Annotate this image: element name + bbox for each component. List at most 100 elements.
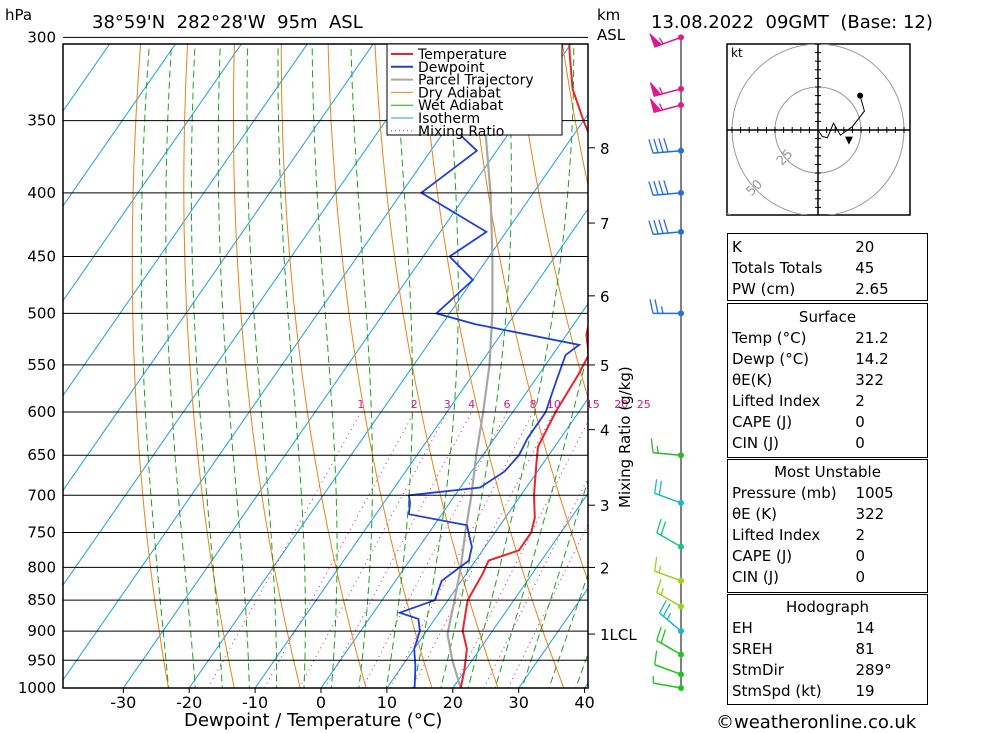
km-tick-label: 8 xyxy=(600,140,610,158)
km-tick-label: 5 xyxy=(600,357,610,375)
wind-barb-half-feather xyxy=(658,37,664,45)
surface-key: CAPE (J) xyxy=(732,412,793,431)
wet-adiabat-line xyxy=(190,44,223,688)
x-axis-label: Dewpoint / Temperature (°C) xyxy=(184,710,443,731)
wind-barb-staff xyxy=(654,492,682,504)
legend-label: Temperature xyxy=(417,47,507,63)
isotherm-line xyxy=(0,0,8,714)
wind-barb-dot xyxy=(678,671,684,678)
wind-barb-dot xyxy=(678,189,684,196)
wind-barb-dot xyxy=(678,603,684,610)
wind-barb-staff xyxy=(654,570,682,582)
mu-value: 0 xyxy=(855,567,866,586)
mu-key: Pressure (mb) xyxy=(732,483,837,502)
isotherm-line xyxy=(63,44,111,112)
surface-value: 21.2 xyxy=(855,328,889,347)
x-tick-label: -20 xyxy=(176,693,202,712)
hodograph-unit-label: kt xyxy=(731,46,743,60)
legend-label: Dry Adiabat xyxy=(418,85,501,101)
surface-key: CIN (J) xyxy=(732,433,780,452)
wind-barb-feather xyxy=(662,603,671,617)
hodo-key: EH xyxy=(732,618,753,637)
mixing-ratio-line xyxy=(389,411,534,688)
axis-labels: 3003504004505005506006507007508008509009… xyxy=(18,28,651,712)
surface-key: Lifted Index xyxy=(732,391,821,410)
hodo-row: EH 14 xyxy=(728,617,927,638)
wind-barb-dot xyxy=(678,577,684,584)
km-tick-label: 7 xyxy=(600,215,610,233)
plot-frame xyxy=(62,36,589,693)
dry-adiabat-line xyxy=(982,37,1000,688)
surface-row: CIN (J) 0 xyxy=(728,432,927,453)
wind-barb-feather xyxy=(656,626,662,641)
wet-adiabat-line xyxy=(217,44,250,688)
mu-row: CAPE (J) 0 xyxy=(728,545,927,566)
wind-barb-feather xyxy=(663,137,669,153)
index-value: 2.65 xyxy=(855,279,889,298)
mu-row: Pressure (mb) 1005 xyxy=(728,482,927,503)
mu-row: Lifted Index 2 xyxy=(728,524,927,545)
hodo-key: SREH xyxy=(732,639,773,658)
surface-value: 322 xyxy=(855,370,884,389)
km-tick-label: 1LCL xyxy=(600,626,637,644)
wind-barb-dot xyxy=(678,651,684,658)
index-key: Totals Totals xyxy=(732,258,823,277)
surface-row: Lifted Index 2 xyxy=(728,390,927,411)
pressure-tick-label: 550 xyxy=(27,356,56,374)
wind-barb-feather xyxy=(653,180,659,196)
wind-barb-half-feather xyxy=(656,446,659,454)
wind-barb-feather xyxy=(658,600,667,614)
surface-key: Dewp (°C) xyxy=(732,349,810,368)
wind-barb-feather xyxy=(654,556,658,572)
index-row: PW (cm) 2.65 xyxy=(728,278,927,299)
pressure-tick-label: 300 xyxy=(27,28,56,46)
pressure-tick-label: 450 xyxy=(27,247,56,265)
wind-barb-feather xyxy=(656,518,662,533)
hodograph-trace xyxy=(817,95,865,139)
hodo-row: StmDir 289° xyxy=(728,659,927,680)
wet-adiabat-line xyxy=(440,44,512,688)
surface-title: Surface xyxy=(798,307,857,326)
legend-label: Dewpoint xyxy=(418,60,485,76)
x-tick-label: 0 xyxy=(316,693,326,712)
isotherm-line xyxy=(63,44,374,492)
wind-barb-feather xyxy=(660,629,667,644)
surface-value: 14.2 xyxy=(855,349,889,368)
wind-barb-staff xyxy=(653,452,682,456)
wind-barb-dot xyxy=(678,628,684,635)
indices-table: K 20 Totals Totals 45 PW (cm) 2.65 xyxy=(728,236,927,299)
x-tick-label: 40 xyxy=(574,693,594,712)
legend-label: Wet Adiabat xyxy=(418,98,504,114)
wind-barb-feather xyxy=(654,299,659,314)
isotherm-line xyxy=(320,302,588,688)
wind-barb-staff xyxy=(653,682,682,689)
index-key: PW (cm) xyxy=(732,279,796,298)
wind-barb-half-feather xyxy=(660,306,664,314)
hodo-value: 14 xyxy=(855,618,875,637)
wind-barb-feather xyxy=(648,139,654,154)
km-tick-label: 6 xyxy=(600,288,610,306)
wet-adiabat-line xyxy=(385,44,413,688)
wind-barb-feather xyxy=(663,180,669,195)
pressure-tick-label: 400 xyxy=(27,184,56,202)
index-value: 20 xyxy=(855,237,875,256)
most-unstable-table: Most Unstable Pressure (mb) 1005 θE (K) 32… xyxy=(728,461,927,587)
mixing-ratio-line xyxy=(207,411,362,688)
wind-barb-feather xyxy=(653,138,659,153)
surface-value: 0 xyxy=(855,412,865,431)
wind-barb-feather xyxy=(648,181,654,196)
hodograph-table: Hodograph EH 14 SREH 81 StmDir 289° StmSpd … xyxy=(728,596,927,701)
hodo-value: 81 xyxy=(855,639,875,658)
location-title: 38°59'N 282°28'W 95m ASL xyxy=(92,12,363,33)
wind-barb-dot xyxy=(678,310,684,317)
mixing-ratio-line xyxy=(362,411,508,688)
surface-key: θE(K) xyxy=(732,370,773,389)
mu-value: 0 xyxy=(855,546,866,565)
surface-row: CAPE (J) 0 xyxy=(728,411,927,432)
mu-key: CAPE (J) xyxy=(732,546,793,565)
mixing-ratio-tick-label: 4 xyxy=(468,398,475,411)
pressure-tick-label: 850 xyxy=(27,591,56,609)
